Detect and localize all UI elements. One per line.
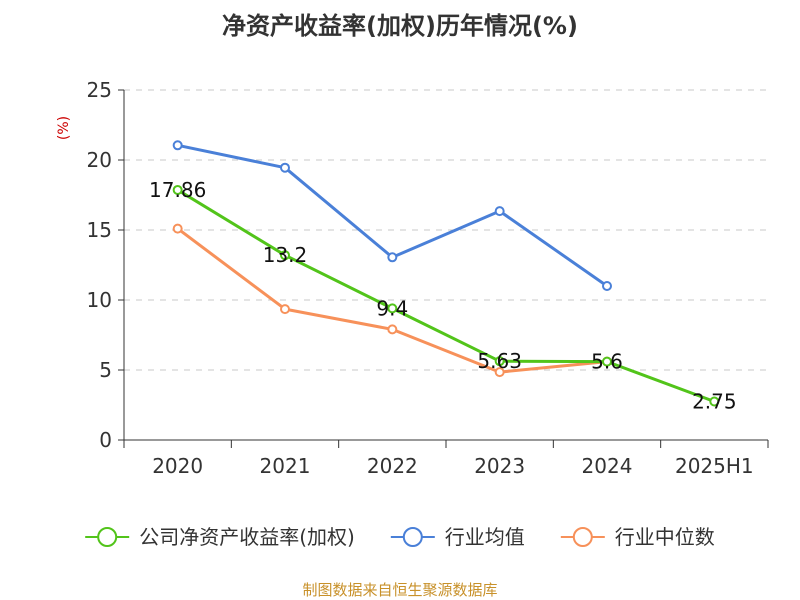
legend-label: 行业中位数	[615, 525, 715, 549]
x-tick-label-2022: 2022	[367, 454, 418, 478]
legend-item-0[interactable]: 公司净资产收益率(加权)	[85, 525, 355, 549]
y-tick-label-0: 0	[99, 428, 112, 452]
series-point-0-5	[709, 396, 720, 407]
series-1	[172, 140, 612, 291]
y-axis-unit-label: (%)	[56, 116, 72, 140]
y-tick-label-25: 25	[87, 78, 112, 102]
data-labels: 17.86 13.2 9.4 5.63 5.6 2.75	[149, 178, 737, 414]
legend-swatch-marker	[97, 527, 118, 547]
x-tick-label-2021: 2021	[260, 454, 311, 478]
series-point-0-0	[172, 184, 183, 195]
series-point-2-0	[172, 223, 183, 234]
legend[interactable]: 公司净资产收益率(加权) 行业均值 行业中位数	[85, 525, 715, 549]
grid-lines	[124, 89, 768, 371]
data-label-2021: 13.2	[263, 243, 308, 267]
series-point-0-4	[602, 356, 612, 367]
series-point-0-1	[280, 250, 290, 261]
data-label-2024: 5.6	[591, 350, 623, 374]
series-0	[172, 184, 720, 407]
series-lines	[172, 140, 720, 407]
series-point-2-3	[494, 367, 505, 378]
y-tick-label-10: 10	[87, 288, 112, 312]
data-label-2020: 17.86	[149, 178, 206, 202]
series-line-0	[176, 188, 715, 403]
series-point-2-2	[387, 324, 398, 335]
series-point-1-1	[280, 162, 290, 173]
x-tick-label-2023: 2023	[474, 454, 525, 478]
series-line-1	[177, 143, 608, 288]
data-label-2025H1: 2.75	[692, 390, 737, 414]
y-tick-label-15: 15	[87, 218, 112, 242]
legend-swatch-marker	[402, 527, 423, 547]
x-tick-label-2024: 2024	[582, 454, 633, 478]
series-point-1-0	[172, 140, 183, 151]
legend-item-1[interactable]: 行业均值	[390, 525, 525, 549]
x-tick-label-2020: 2020	[152, 454, 203, 478]
chart-title: 净资产收益率(加权)历年情况(%)	[222, 12, 578, 40]
legend-label: 行业均值	[445, 525, 525, 549]
series-point-0-2	[387, 303, 398, 314]
series-point-1-3	[494, 206, 505, 217]
series-point-0-3	[494, 356, 505, 367]
data-source-footer: 制图数据来自恒生聚源数据库	[302, 581, 497, 599]
y-tick-label-20: 20	[87, 148, 112, 172]
legend-item-2[interactable]: 行业中位数	[560, 525, 715, 549]
x-tick-label-2025H1: 2025H1	[675, 454, 754, 478]
series-point-1-4	[602, 281, 612, 291]
legend-label: 公司净资产收益率(加权)	[139, 525, 355, 549]
data-label-2022: 9.4	[376, 296, 408, 320]
y-tick-label-5: 5	[99, 358, 112, 382]
series-point-2-1	[280, 304, 290, 315]
series-point-1-2	[387, 252, 398, 263]
legend-swatch-marker	[572, 527, 593, 547]
data-label-2023: 5.63	[477, 349, 522, 373]
axes: 0 5 10 15 20 25 2020 2021 2022 2023 2024 2025H1	[87, 78, 769, 478]
